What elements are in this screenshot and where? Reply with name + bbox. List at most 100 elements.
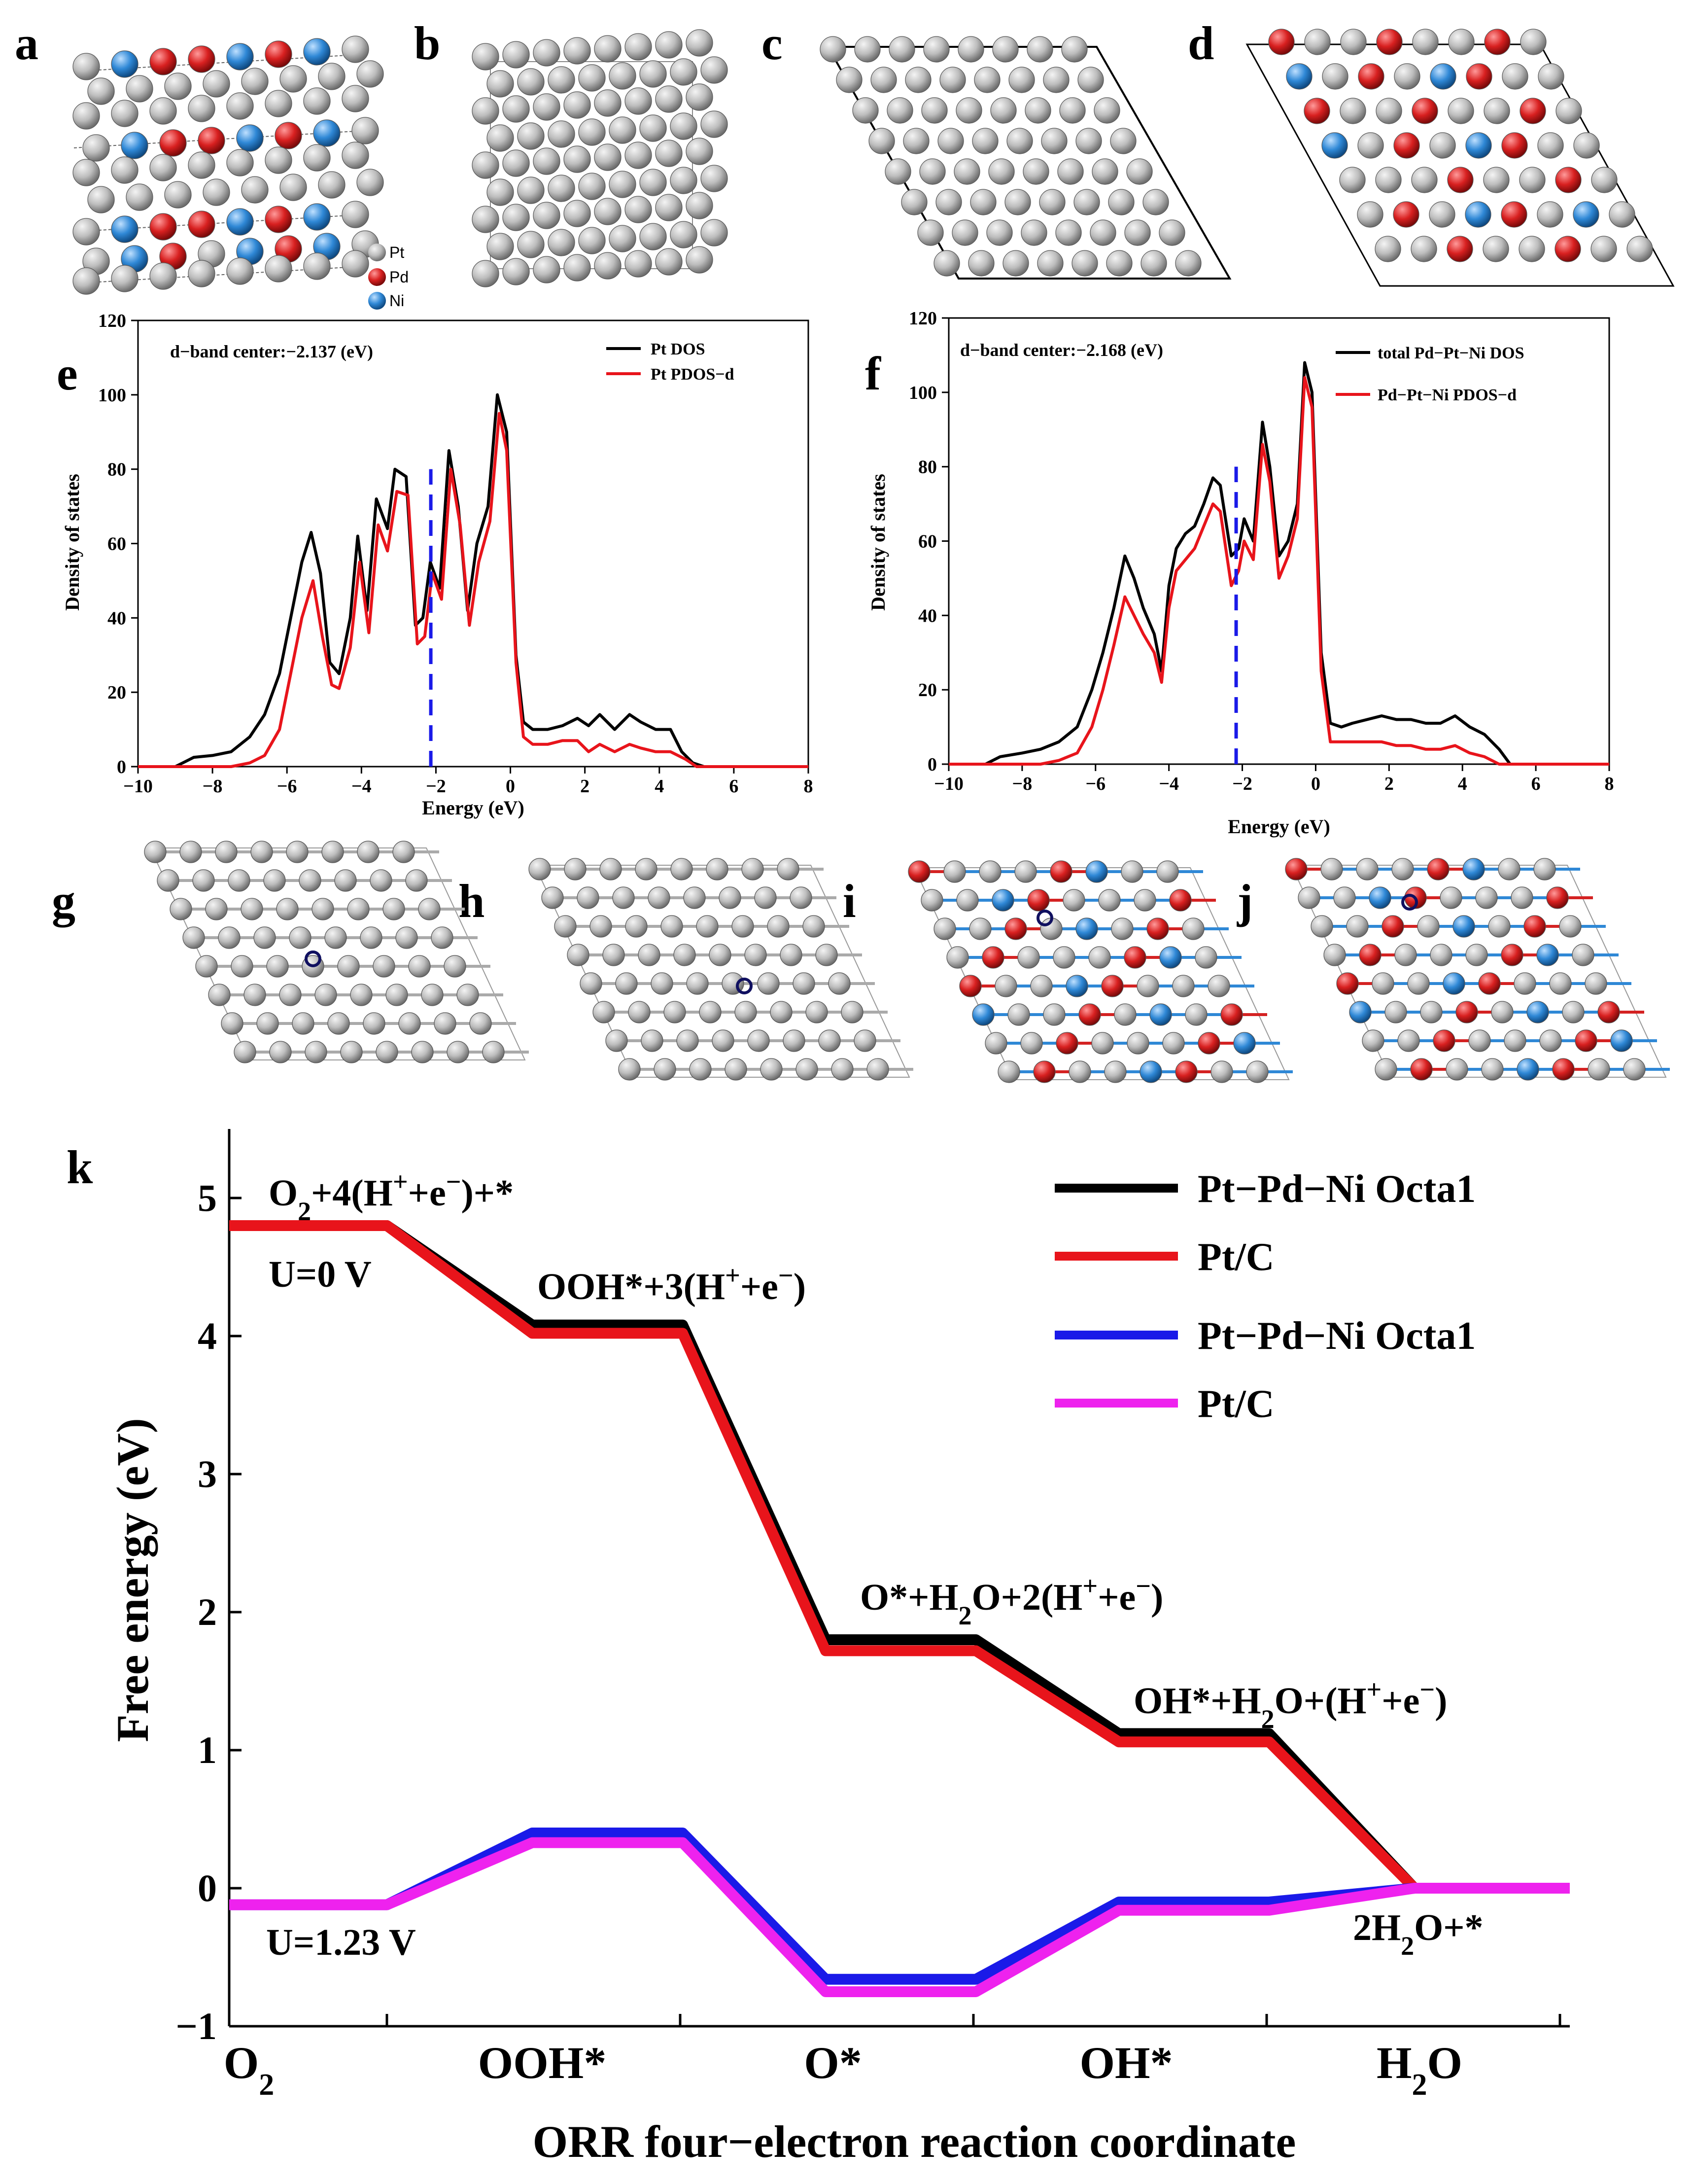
pt-atom	[351, 117, 379, 144]
pt-atom	[144, 841, 167, 863]
pt-atom	[686, 192, 713, 219]
pt-atom	[1159, 219, 1185, 246]
pt-atom	[935, 189, 962, 215]
pt-atom	[933, 917, 956, 940]
pt-atom	[342, 201, 369, 228]
chart-k-annotation-step2: O*+H2O+2(H++e−)	[860, 1571, 1163, 1630]
pt-atom	[182, 926, 205, 949]
pt-atom	[265, 90, 292, 117]
pt-atom	[1104, 1060, 1127, 1083]
pt-atom	[149, 262, 177, 290]
ni-atom	[1610, 1029, 1633, 1052]
pt-atom	[868, 128, 895, 154]
pt-atom	[250, 841, 273, 863]
pt-atom	[502, 95, 530, 123]
free-energy-chart-k: −1 0 1 2 3 4 5 O2+4(H++e−)+* U=0 V OOH*+3(H++e…	[107, 1129, 1570, 2167]
pt-atom	[350, 984, 373, 1006]
pt-atom	[303, 87, 331, 115]
pt-atom	[1483, 167, 1510, 193]
pt-atom	[1514, 972, 1536, 995]
pt-atom	[1172, 975, 1195, 997]
pt-atom	[889, 36, 915, 63]
pt-atom	[567, 944, 589, 966]
pt-atom	[548, 229, 575, 256]
pt-atom	[700, 56, 728, 84]
ni-atom	[111, 50, 138, 78]
ni-atom	[1452, 915, 1475, 938]
pt-atom	[241, 898, 263, 920]
pt-atom	[231, 955, 253, 978]
pt-atom	[969, 917, 992, 940]
chart-e-xtick-label: 4	[655, 776, 664, 797]
chart-k-ytick-label: 4	[198, 1314, 217, 1357]
pt-atom	[164, 72, 192, 100]
pt-atom	[831, 1058, 854, 1081]
pt-atom	[1488, 915, 1511, 938]
pt-atom	[1539, 1029, 1562, 1052]
chart-e-ylabel: Density of states	[61, 474, 83, 611]
pt-atom	[1448, 98, 1474, 124]
pt-atom	[901, 189, 928, 215]
chart-k-legend-label-1: Pt/C	[1198, 1235, 1275, 1279]
pt-atom	[72, 102, 100, 130]
pt-atom	[760, 1058, 783, 1081]
pt-atom	[1041, 128, 1068, 154]
pt-atom	[472, 206, 499, 233]
pt-atom	[1394, 944, 1417, 966]
pt-atom	[548, 66, 575, 94]
pt-atom	[1126, 158, 1153, 185]
pt-atom	[988, 158, 1015, 185]
structure-b-pt-side-view	[472, 29, 728, 287]
pt-atom	[1391, 858, 1414, 881]
pt-atom	[337, 955, 360, 978]
pt-atom	[1021, 219, 1047, 246]
ni-atom	[1573, 201, 1599, 228]
pt-atom	[205, 898, 228, 920]
ni-atom	[303, 203, 331, 231]
pd-atom	[959, 975, 982, 997]
pt-atom	[482, 1041, 505, 1063]
pt-atom	[1448, 29, 1475, 55]
pt-atom	[563, 37, 591, 65]
pt-atom	[689, 1058, 712, 1081]
pt-atom	[1137, 975, 1159, 997]
pt-atom	[624, 33, 652, 61]
chart-e-legend-label-pdos: Pt PDOS−d	[651, 365, 734, 384]
pt-atom	[1030, 975, 1053, 997]
pt-atom	[1484, 98, 1510, 124]
pt-atom	[1071, 250, 1098, 277]
pt-atom	[700, 219, 728, 247]
pt-atom	[1537, 201, 1563, 228]
pt-atom	[638, 944, 660, 966]
pt-atom	[1124, 219, 1151, 246]
pt-atom	[1573, 132, 1600, 159]
atom-legend: Pt Pd Ni	[368, 244, 409, 310]
pt-atom	[933, 250, 960, 277]
chart-k-annotation-step1: OOH*+3(H++e−)	[537, 1261, 806, 1307]
pt-atom	[486, 70, 514, 98]
pt-atom	[1075, 128, 1102, 154]
pt-atom	[670, 58, 697, 86]
chart-e-ytick-label: 40	[107, 608, 126, 629]
chart-e-xtick-label: −6	[277, 776, 297, 797]
pt-atom	[418, 898, 441, 920]
chart-e-xlabel: Energy (eV)	[422, 797, 524, 819]
chart-k-ytick-label: 2	[198, 1590, 217, 1633]
pt-atom	[554, 915, 577, 938]
pt-atom	[594, 143, 622, 171]
chart-f-xtick-label: 0	[1311, 774, 1320, 794]
chart-k-category-2: O*	[804, 2038, 862, 2088]
chart-e-ytick-label: 80	[107, 459, 126, 480]
pt-atom	[533, 93, 560, 121]
ni-atom	[1536, 944, 1559, 966]
pt-atom	[370, 869, 392, 892]
pt-atom	[699, 1001, 722, 1023]
pt-atom	[1356, 858, 1379, 881]
pt-atom	[1004, 189, 1031, 215]
pt-atom	[609, 171, 636, 198]
pt-atom	[790, 886, 812, 909]
pt-atom	[946, 946, 969, 969]
pt-atom	[82, 134, 110, 162]
pt-atom	[577, 886, 599, 909]
pt-atom	[279, 174, 307, 201]
